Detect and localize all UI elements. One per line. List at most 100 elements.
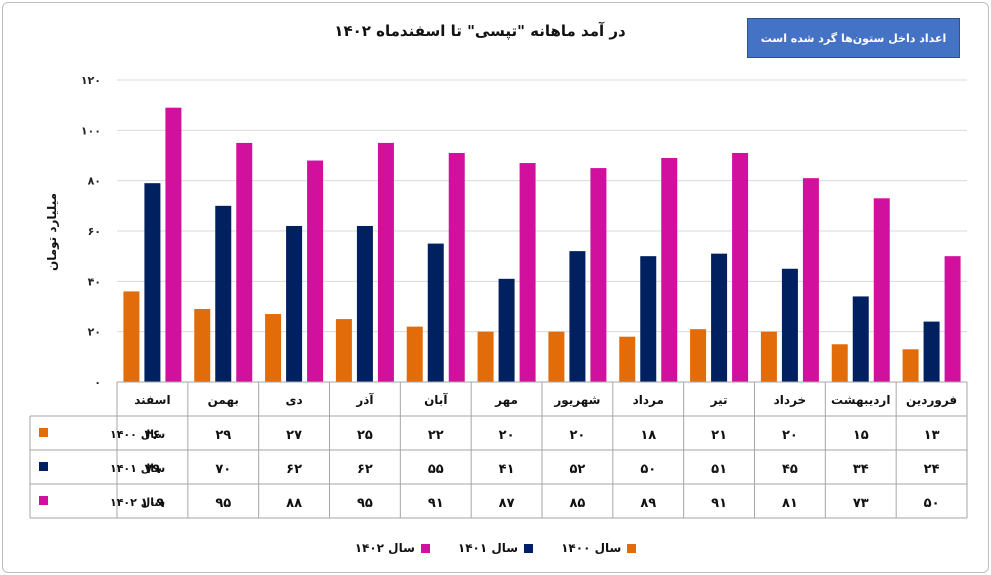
bar xyxy=(144,183,161,382)
bar xyxy=(548,331,565,382)
table-value: ۵۰ xyxy=(640,462,656,477)
bar xyxy=(265,314,282,382)
bar xyxy=(902,349,919,382)
bar xyxy=(448,152,465,382)
table-value: ۶۲ xyxy=(357,462,373,477)
bar xyxy=(477,331,494,382)
legend-item-1402: سال ۱۴۰۲ xyxy=(355,541,430,555)
bar xyxy=(640,256,657,382)
table-value: ۷۰ xyxy=(215,462,231,477)
table-value: ۲۱ xyxy=(711,428,727,443)
table-value: ۹۱ xyxy=(428,496,444,511)
table-value: ۱۰۹ xyxy=(141,496,165,511)
bar xyxy=(923,321,940,382)
table-value: ۵۲ xyxy=(569,462,585,477)
bar xyxy=(286,225,303,382)
chart-title: در آمد ماهانه "تپسی" تا اسفندماه ۱۴۰۲ xyxy=(334,22,626,40)
y-tick-label: ۱۰۰ xyxy=(81,124,101,137)
bar xyxy=(590,168,607,382)
table-value: ۸۸ xyxy=(286,496,302,511)
table-value: ۵۱ xyxy=(711,462,727,477)
legend-swatch-1401 xyxy=(524,543,534,553)
bar xyxy=(165,107,182,382)
category-label: خرداد xyxy=(774,393,807,407)
bar xyxy=(335,319,352,382)
table-value: ۲۴ xyxy=(924,462,940,477)
category-label: شهریور xyxy=(553,393,600,408)
table-swatch xyxy=(39,428,48,437)
table-value: ۶۲ xyxy=(286,462,302,477)
table-value: ۱۸ xyxy=(640,428,656,443)
category-label: فروردین xyxy=(906,393,957,408)
table-value: ۸۷ xyxy=(499,496,515,511)
bar xyxy=(711,253,728,382)
chart-legend: سال ۱۴۰۰ سال ۱۴۰۱ سال ۱۴۰۲ xyxy=(0,536,991,560)
table-value: ۲۷ xyxy=(286,428,302,443)
bar xyxy=(760,331,777,382)
table-value: ۹۵ xyxy=(215,496,231,511)
legend-label-1402: سال ۱۴۰۲ xyxy=(354,541,415,555)
table-value: ۴۱ xyxy=(499,462,515,477)
table-value: ۱۵ xyxy=(853,428,869,443)
bar xyxy=(236,142,253,382)
legend-item-1400: سال ۱۴۰۰ xyxy=(561,541,637,555)
bar xyxy=(356,225,373,382)
category-label: دی xyxy=(286,393,303,407)
bar xyxy=(690,329,707,382)
bar xyxy=(944,256,961,382)
bar xyxy=(661,158,678,382)
category-label: آبان xyxy=(424,392,448,407)
table-value: ۲۵ xyxy=(357,428,373,443)
table-value: ۴۵ xyxy=(782,462,798,477)
category-label: بهمن xyxy=(208,393,239,407)
table-value: ۷۳ xyxy=(853,496,869,511)
bar xyxy=(377,142,394,382)
bar xyxy=(427,243,444,382)
table-value: ۵۰ xyxy=(924,496,940,511)
bar xyxy=(852,296,869,382)
bar xyxy=(307,160,324,382)
bar xyxy=(732,152,749,382)
legend-item-1401: سال ۱۴۰۱ xyxy=(457,541,534,555)
bar xyxy=(123,291,140,382)
category-label: تیر xyxy=(710,393,728,407)
bar xyxy=(802,178,819,382)
table-value: ۸۱ xyxy=(782,496,798,511)
table-value: ۹۱ xyxy=(711,496,727,511)
y-tick-label: ۸۰ xyxy=(88,175,101,188)
table-value: ۵۵ xyxy=(428,462,444,477)
bar xyxy=(781,268,798,382)
bar xyxy=(406,326,423,382)
y-tick-label: ۴۰ xyxy=(88,275,101,288)
y-tick-label: ۲۰ xyxy=(88,326,101,339)
legend-label-1400: سال ۱۴۰۰ xyxy=(561,541,622,555)
table-value: ۸۹ xyxy=(640,496,656,511)
table-value: ۲۲ xyxy=(428,428,444,443)
bar xyxy=(873,198,890,382)
legend-swatch-1402 xyxy=(420,543,430,553)
bar xyxy=(569,251,586,382)
table-value: ۳۶ xyxy=(144,428,160,443)
table-series-name: سال ۱۴۰۲ xyxy=(110,496,165,509)
legend-swatch-1400 xyxy=(627,543,637,553)
y-tick-label: ۱۲۰ xyxy=(81,74,101,87)
table-series-name: سال ۱۴۰۰ xyxy=(110,428,165,441)
table-swatch xyxy=(39,462,48,471)
bar xyxy=(498,278,515,382)
table-value: ۱۳ xyxy=(924,428,940,443)
category-label: مرداد xyxy=(633,393,664,407)
table-value: ۹۵ xyxy=(357,496,373,511)
table-value: ۳۴ xyxy=(853,462,869,477)
category-label: اسفند xyxy=(134,393,170,407)
rounding-note: اعداد داخل ستون‌ها گرد شده است xyxy=(747,18,960,58)
table-value: ۷۹ xyxy=(144,462,160,477)
category-label: آذر xyxy=(355,392,374,407)
table-value: ۲۰ xyxy=(499,428,515,443)
table-value: ۲۰ xyxy=(569,428,585,443)
category-label: اردیبهشت xyxy=(831,393,890,407)
legend-label-1401: سال ۱۴۰۱ xyxy=(457,541,519,555)
table-value: ۲۹ xyxy=(215,428,231,443)
y-tick-label: ۰ xyxy=(94,376,101,389)
table-series-name: سال ۱۴۰۱ xyxy=(110,462,165,475)
